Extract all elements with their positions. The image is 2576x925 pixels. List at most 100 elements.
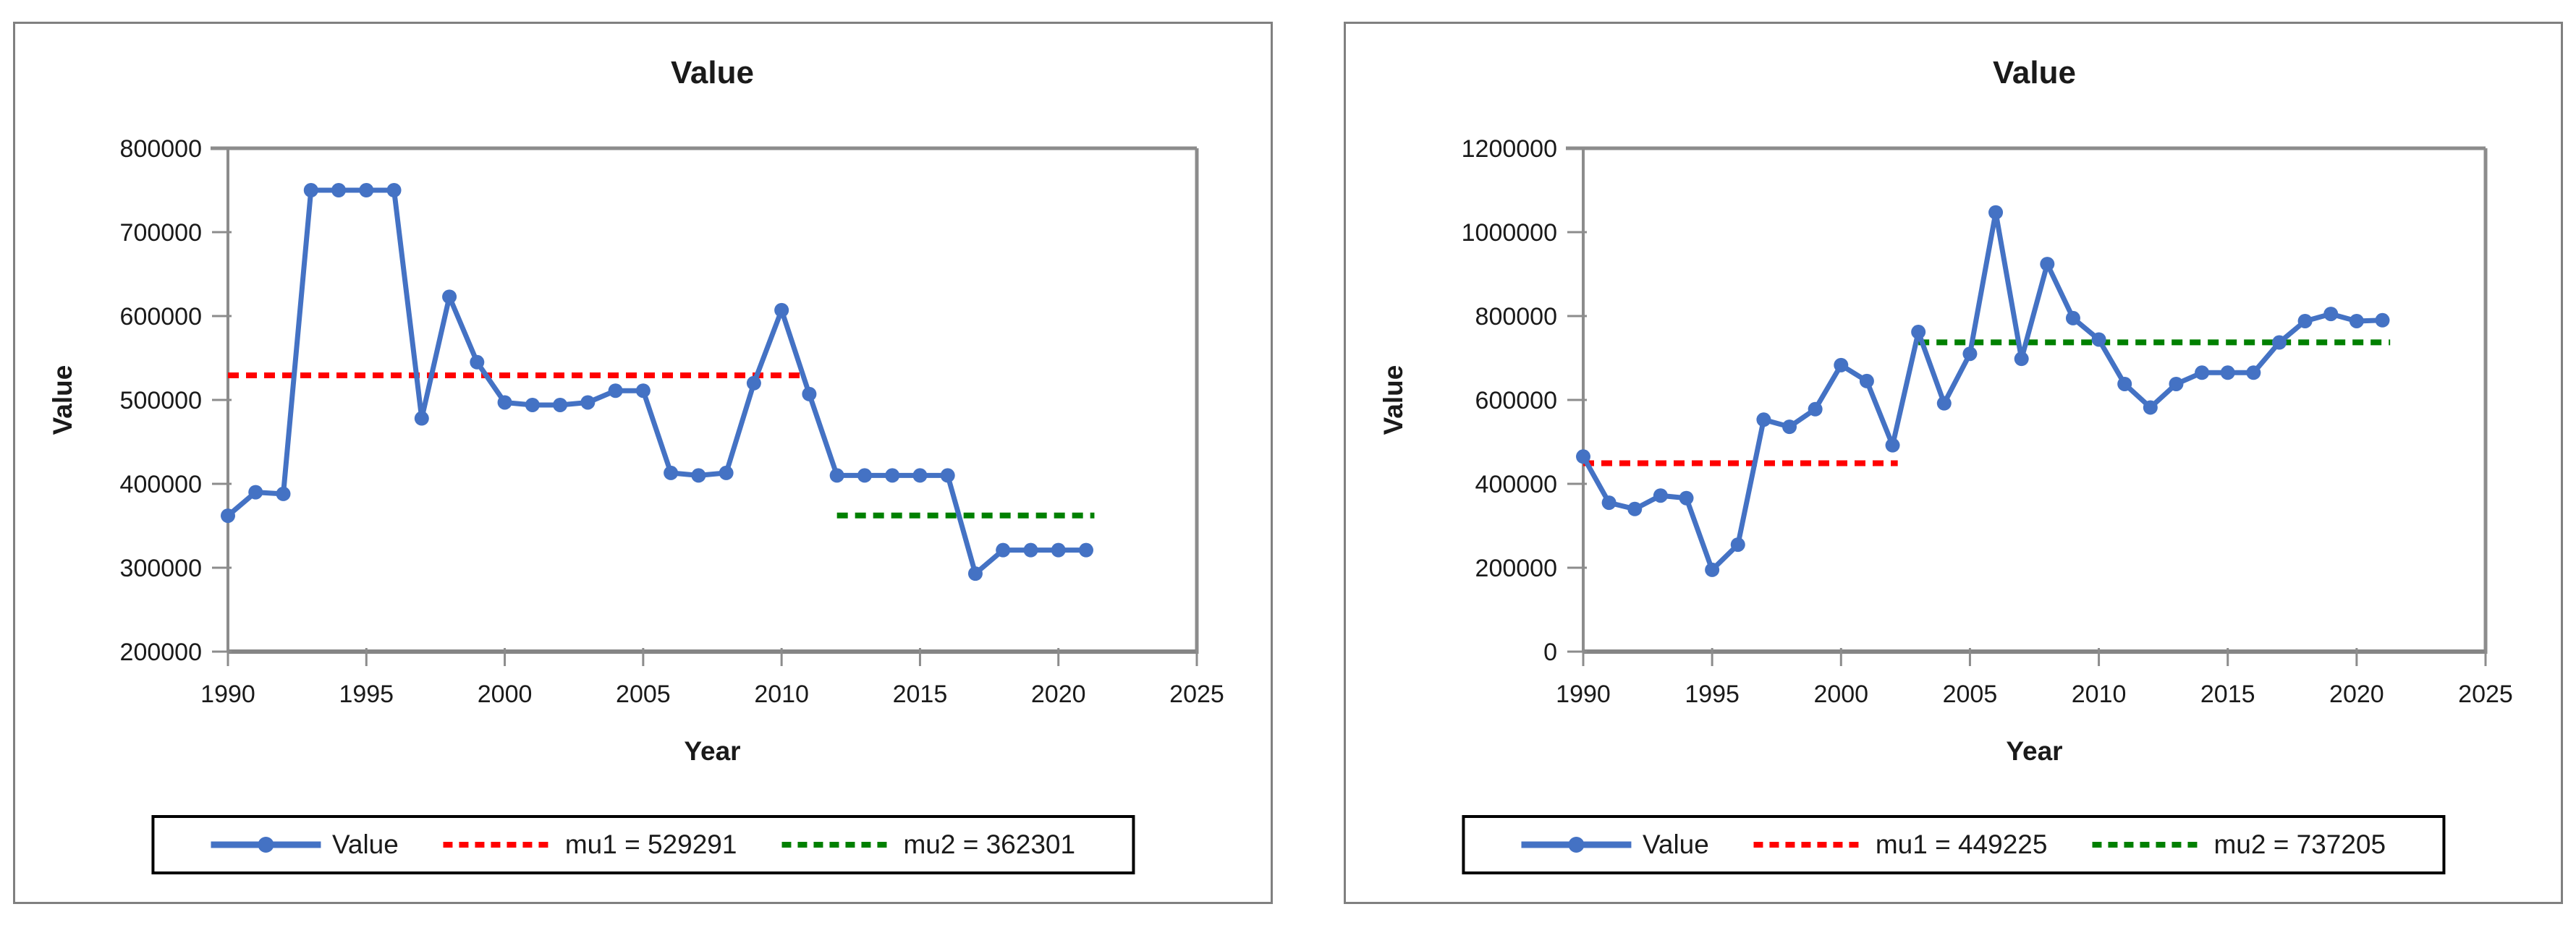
data-point (1627, 501, 1643, 516)
data-point (2040, 257, 2055, 272)
data-point (1576, 449, 1590, 464)
data-point (221, 508, 235, 524)
y-tick-label: 800000 (1475, 303, 1557, 331)
data-point (414, 411, 429, 426)
data-point (608, 383, 623, 398)
data-point (719, 465, 734, 480)
data-point (359, 183, 374, 197)
data-point (2195, 365, 2210, 380)
data-point (967, 566, 983, 581)
y-tick-label: 700000 (120, 219, 202, 247)
x-tick-label: 2000 (478, 681, 533, 708)
x-tick-label: 1995 (1685, 681, 1740, 708)
y-tick-label: 300000 (120, 555, 202, 582)
left-chart-legend: Value mu1 = 529291 mu2 = 362301 (151, 815, 1135, 874)
y-tick-label: 0 (1543, 639, 1557, 666)
x-tick-label: 2015 (893, 681, 948, 708)
data-point (1756, 412, 1771, 427)
data-point (2143, 400, 2158, 415)
mu1-dash-icon (443, 842, 554, 848)
legend-label-mu2: mu2 = 737205 (2213, 830, 2386, 859)
data-point (857, 468, 872, 483)
x-tick-label: 2025 (2458, 681, 2513, 708)
data-point (802, 386, 817, 401)
x-tick-label: 2020 (2329, 681, 2384, 708)
data-point (664, 465, 679, 480)
x-tick-label: 1990 (1556, 681, 1611, 708)
y-tick-label: 1200000 (1462, 135, 1557, 163)
data-point (1051, 542, 1066, 558)
data-point (2323, 307, 2339, 322)
data-point (580, 395, 596, 410)
data-point (1988, 205, 2004, 220)
y-tick-label: 600000 (120, 303, 202, 331)
y-tick-label: 400000 (1475, 471, 1557, 498)
x-tick-label: 2005 (616, 681, 671, 708)
data-point (497, 395, 512, 410)
y-tick-label: 400000 (120, 471, 202, 498)
mu1-dash-icon (1753, 842, 1864, 848)
data-point (553, 397, 568, 412)
y-tick-label: 1000000 (1462, 219, 1557, 247)
legend-item-mu2: mu2 = 737205 (2092, 830, 2386, 860)
data-point (2246, 365, 2261, 380)
data-point (2169, 376, 2184, 391)
data-point (2220, 365, 2235, 380)
data-point (774, 302, 789, 317)
mu2-dash-icon (2092, 842, 2203, 848)
legend-label-mu2: mu2 = 362301 (903, 830, 1076, 859)
data-point (2375, 312, 2390, 328)
data-point (940, 468, 955, 483)
x-tick-label: 2020 (1031, 681, 1086, 708)
data-point (1705, 562, 1720, 577)
legend-item-mu2: mu2 = 362301 (781, 830, 1075, 860)
data-point (1023, 542, 1038, 558)
y-tick-label: 800000 (120, 135, 202, 163)
legend-label-value: Value (331, 830, 399, 859)
data-point (2091, 332, 2106, 347)
data-point (1885, 438, 1900, 453)
data-point (1834, 357, 1849, 372)
y-tick-label: 200000 (120, 639, 202, 666)
data-point (746, 375, 761, 391)
chart-panel-right[interactable]: 0 200000 400000 600000 800000 1000000 1200000 1… (1344, 22, 2563, 904)
x-tick-label: 2015 (2200, 681, 2255, 708)
data-point (1962, 346, 1978, 362)
y-axis-title: Value (1378, 365, 1408, 435)
value-series-marker-icon (1520, 837, 1631, 853)
legend-item-mu1: mu1 = 449225 (1753, 830, 2048, 860)
right-chart-canvas: 0 200000 400000 600000 800000 1000000 1200000 1… (1378, 55, 2513, 766)
legend-label-value: Value (1642, 830, 1709, 859)
data-point (442, 289, 457, 304)
data-point (1078, 542, 1093, 558)
data-point (2349, 313, 2364, 328)
data-point (1679, 490, 1694, 506)
data-point (635, 383, 651, 398)
x-tick-label: 1990 (200, 681, 255, 708)
data-point (1859, 373, 1874, 388)
chart-title: Value (1993, 55, 2076, 90)
value-series-line (225, 187, 1089, 576)
data-point (331, 183, 347, 197)
data-point (1782, 419, 1797, 435)
data-point (2065, 310, 2080, 325)
chart-title: Value (671, 55, 754, 90)
legend-item-mu1: mu1 = 529291 (443, 830, 737, 860)
y-tick-label: 600000 (1475, 387, 1557, 414)
data-point (248, 485, 263, 500)
x-axis-title: Year (2006, 736, 2062, 766)
data-point (1936, 396, 1952, 411)
y-tick-label: 200000 (1475, 555, 1557, 582)
left-chart-canvas: 200000 300000 400000 500000 600000 700000 8000… (48, 55, 1224, 766)
legend-label-mu1: mu1 = 449225 (1875, 830, 2048, 859)
chart-panel-left[interactable]: 200000 300000 400000 500000 600000 700000 8000… (13, 22, 1273, 904)
right-chart-legend: Value mu1 = 449225 mu2 = 737205 (1461, 815, 2446, 874)
data-point (691, 468, 706, 483)
legend-label-mu1: mu1 = 529291 (564, 830, 737, 859)
x-tick-label: 1995 (339, 681, 394, 708)
data-point (1911, 325, 1926, 340)
x-axis-title: Year (684, 736, 740, 766)
y-tick-label: 500000 (120, 387, 202, 414)
data-point (829, 468, 844, 483)
data-point (2297, 313, 2313, 328)
